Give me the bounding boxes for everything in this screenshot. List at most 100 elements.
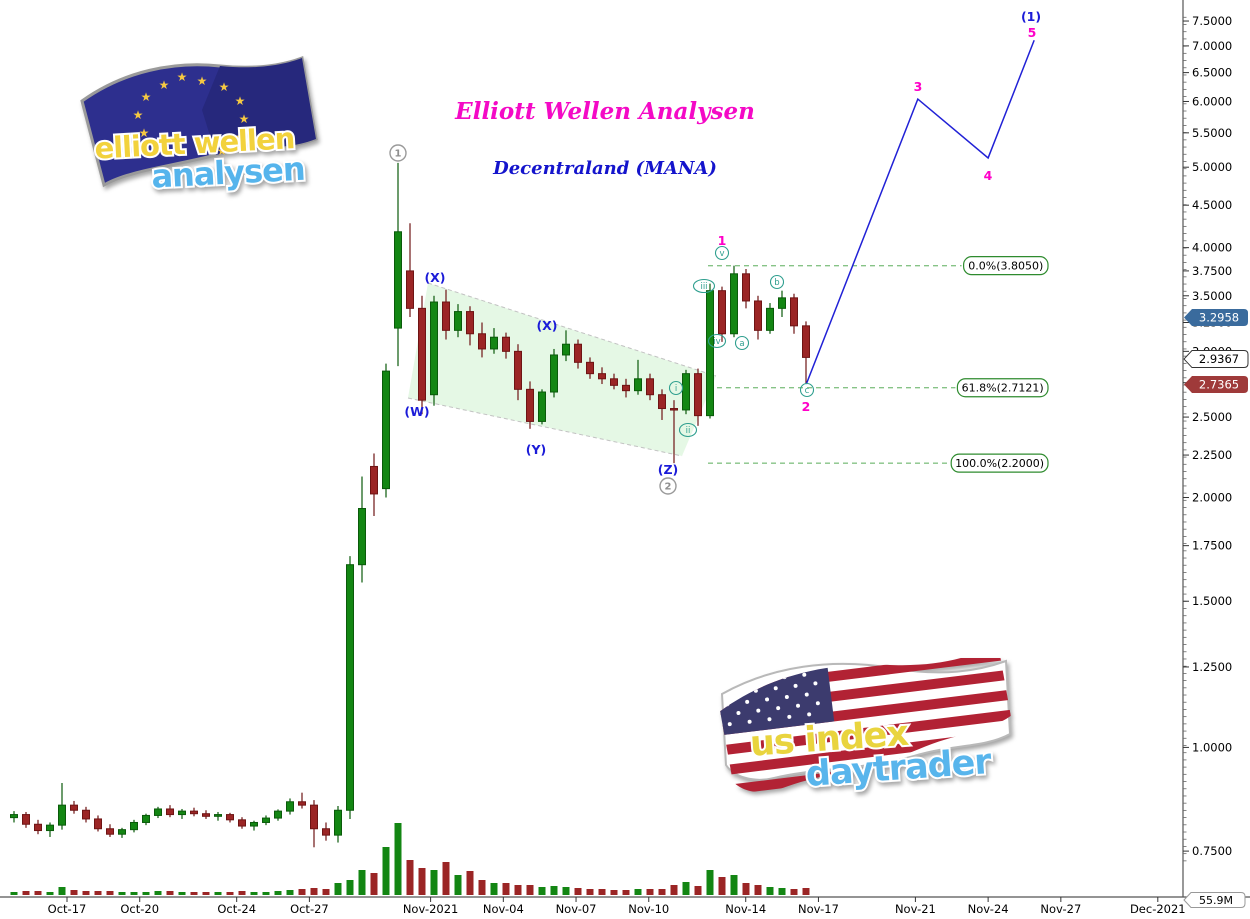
wave-label-blue: (W) [404,404,429,419]
volume-bar [22,891,30,895]
candle-body [322,828,330,836]
date-axis-label: Oct-27 [290,902,329,915]
candle-body [430,301,438,396]
candle-body [406,270,414,309]
fib-level-box [962,256,1049,276]
candle-body [622,384,630,392]
price-axis-label: 6.5000 [1192,66,1232,80]
candle-body [46,824,54,832]
candle-body [226,814,234,821]
candle-body [574,343,582,363]
candle-body [766,307,774,331]
candle-body [106,828,114,835]
candle-body [298,801,306,806]
candle-body [646,378,654,396]
date-axis-label: Nov-10 [628,902,669,915]
wave-label-gray: 1 [395,149,402,160]
volume-bar [34,891,42,895]
wave-label-magenta: 4 [984,168,993,183]
volume-bar [646,889,654,895]
volume-bar [250,892,258,895]
date-axis-label: Nov-24 [968,902,1009,915]
price-axis-label: 2.2500 [1192,448,1232,462]
wave-label-blue: (Y) [526,442,546,457]
wave-label-gray: 2 [665,482,672,493]
volume-bar [706,870,714,895]
candle-body [274,810,282,819]
svg-text:★: ★ [159,78,170,92]
svg-text:★: ★ [235,130,246,144]
volume-bar [790,889,798,895]
wave-label-magenta: 3 [914,79,923,94]
price-axis-label: 5.5000 [1192,126,1232,140]
fib-level-label: 100.0%(2.2000) [955,457,1044,470]
svg-text:★: ★ [141,90,152,104]
candle-body [118,829,126,835]
eu-logo: ★ ★★ ★★★ ★★★ ★★ ★ elliott wellen analysen [80,55,318,198]
candle-body [442,301,450,331]
date-axis-label: Nov-14 [725,902,766,915]
wave-label-minor: v [719,249,724,259]
volume-bar [406,860,414,895]
volume-bar [502,883,510,895]
volume-bar [466,871,474,895]
candle-body [34,823,42,832]
volume-bar [142,892,150,895]
volume-bar [634,889,642,895]
volume-bar [454,875,462,895]
candle-body [514,350,522,390]
volume-bar [802,888,810,895]
volume-bar [694,886,702,895]
volume-bar [226,892,234,895]
price-tag-value: 2.7365 [1199,377,1239,391]
channel-lower-edge [407,397,683,457]
wave-circle [799,382,815,398]
volume-bar [346,880,354,895]
candle-body [310,804,318,830]
eu-flag-icon: ★ ★ ★ ★ ★ ★ ★ ★ ★ ★ ★ ★ [80,55,318,188]
volume-bar [214,892,222,895]
wave-label-blue: (1) [1021,9,1041,24]
volume-bar [754,885,762,895]
price-axis-label: 4.0000 [1192,241,1232,255]
candle-body [706,290,714,417]
candle-body [742,273,750,302]
candle-body [550,354,558,393]
candle-body [802,325,810,358]
volume-bar [10,892,18,895]
volume-bar [310,888,318,895]
volume-bar [58,887,66,895]
volume-bar [238,891,246,895]
volume-bar [322,889,330,895]
wave-circle [707,333,727,349]
candle-body [586,361,594,375]
wave-label-blue: (X) [424,270,445,285]
candle-body [190,810,198,815]
wave-label-minor: i [675,384,677,394]
volume-bar [334,883,342,895]
candle-body [358,508,366,566]
wave-label-minor: iv [713,337,720,347]
volume-bar [730,875,738,895]
candle-body [154,808,162,816]
candle-body [214,814,222,817]
candle-body [730,273,738,335]
price-axis-label: 1.5000 [1192,594,1232,608]
svg-text:★: ★ [197,74,208,88]
svg-text:★: ★ [217,144,228,158]
candle-body [178,810,186,816]
date-axis-label: Nov-21 [895,902,936,915]
price-axis-label: 1.7500 [1192,539,1232,553]
volume-bar [574,888,582,895]
candle-body [526,388,534,422]
volume-bar [538,887,546,895]
volume-bar [106,891,114,895]
candle-body [334,809,342,836]
volume-bar [742,883,750,895]
svg-text:★: ★ [219,80,230,94]
price-axis-label: 5.0000 [1192,160,1232,174]
channel-upper-edge [427,282,717,377]
candle-body [262,817,270,823]
volume-bar [778,888,786,895]
